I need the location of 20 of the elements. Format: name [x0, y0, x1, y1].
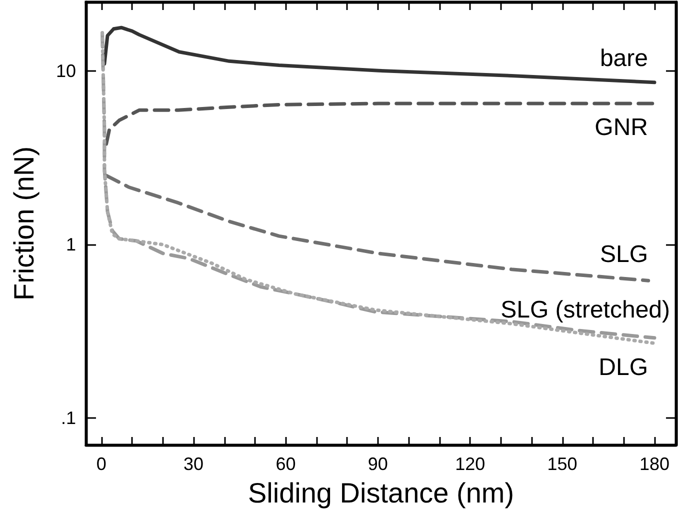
series-label: bare — [600, 44, 648, 72]
x-tick-label: 0 — [96, 454, 106, 474]
series-label: DLG — [598, 354, 648, 381]
x-tick-label: 150 — [547, 454, 578, 474]
y-axis-title: Friction (nN) — [8, 146, 40, 301]
x-axis-title: Sliding Distance (nm) — [248, 478, 514, 508]
line-series — [104, 174, 650, 282]
series-label: SLG — [600, 241, 648, 268]
x-tick-label: 30 — [184, 454, 204, 474]
y-tick-label: 1 — [66, 234, 76, 255]
x-tick-label: 60 — [276, 454, 296, 474]
y-tick-label: 10 — [56, 61, 76, 82]
y-tick-label: .1 — [60, 408, 76, 428]
x-tick-label: 120 — [455, 454, 486, 474]
line-series — [102, 26, 656, 84]
series-label: GNR — [594, 114, 648, 142]
x-tick-label: 180 — [639, 454, 670, 474]
line-series — [104, 102, 656, 146]
x-tick-label: 90 — [368, 454, 388, 474]
series-label: SLG (stretched) — [500, 296, 670, 324]
